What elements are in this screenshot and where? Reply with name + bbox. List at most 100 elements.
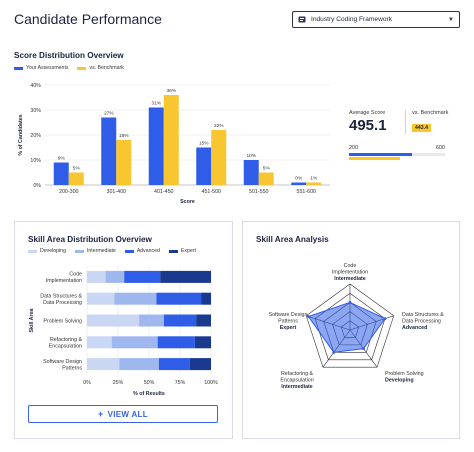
- average-score-label: Average Score: [349, 110, 386, 116]
- stacked-bar-segment: [189, 358, 211, 371]
- average-score-value: 495.1: [349, 117, 387, 134]
- bar-data-label: 27%: [104, 111, 114, 117]
- stacked-bar-segment: [201, 292, 211, 305]
- bar-data-label: 36%: [166, 88, 176, 94]
- radar-axis-label: Code Implementation Intermediate: [332, 263, 368, 282]
- bar-data-label: 18%: [119, 133, 129, 139]
- y-tick-label: 20%: [30, 133, 41, 139]
- x-tick-label: 50%: [144, 380, 155, 386]
- y-tick-label: Problem Solving: [43, 319, 82, 325]
- radar-data-point: [383, 317, 387, 321]
- bar: [148, 107, 164, 185]
- skill-distribution-title: Skill Area Distribution Overview: [28, 235, 152, 244]
- y-tick-label: Software Design Patterns: [43, 359, 82, 371]
- score-distribution-legend: Your Assessments vs. Benchmark: [14, 65, 133, 71]
- stacked-bar-segment: [158, 358, 190, 371]
- stacked-bar-segment: [105, 270, 125, 283]
- plus-icon: +: [98, 409, 104, 419]
- bar-data-label: 5%: [263, 166, 271, 172]
- score-card: Average Score 495.1 vs. Benchmark 443.4 …: [349, 110, 449, 161]
- bar-data-label: 22%: [214, 123, 224, 129]
- x-tick-label: 451-500: [202, 189, 221, 195]
- y-axis-label: % of Candidates: [18, 114, 24, 155]
- stacked-bar-segment: [196, 314, 211, 327]
- x-tick-label: 0%: [83, 380, 91, 386]
- stacked-bar-segment: [156, 292, 202, 305]
- y-tick-label: Refactoring & Encapsulation: [49, 337, 83, 349]
- y-tick-label: 0%: [33, 183, 41, 189]
- score-distribution-title: Score Distribution Overview: [14, 51, 124, 60]
- bar: [101, 117, 117, 185]
- y-tick-label: Data Structures & Data Processing: [40, 294, 82, 306]
- stacked-bar-segment: [160, 270, 211, 283]
- legend-your-assessments: Your Assessments: [14, 65, 68, 71]
- stacked-bar-segment: [119, 358, 159, 371]
- y-axis-label: Skill Area: [29, 308, 35, 332]
- y-tick-label: 30%: [30, 108, 41, 114]
- radar-data-point: [348, 301, 352, 304]
- chevron-down-icon: ▼: [448, 16, 454, 23]
- score-range-bar: [349, 153, 445, 161]
- stacked-bar-segment: [87, 336, 112, 349]
- stacked-bar-segment: [114, 292, 157, 305]
- radar-data-point: [332, 350, 336, 354]
- skill-analysis-title: Skill Area Analysis: [256, 235, 329, 244]
- radar-data-point: [307, 315, 310, 318]
- x-tick-label: 501-550: [249, 189, 268, 195]
- x-axis-label: Score: [180, 199, 195, 205]
- range-max-label: 600: [435, 145, 445, 151]
- y-tick-label: Code Implementation: [46, 272, 82, 284]
- bar: [291, 182, 307, 185]
- bar-data-label: 31%: [151, 101, 161, 107]
- skill-distribution-legend: Developing Intermediate Advanced Expert: [28, 248, 205, 254]
- bar: [211, 130, 227, 185]
- radar-data-point: [362, 347, 365, 351]
- x-tick-label: 551-600: [297, 189, 316, 195]
- stacked-bar-segment: [87, 358, 120, 371]
- framework-icon: [298, 16, 306, 23]
- benchmark-label: vs. Benchmark: [412, 110, 449, 116]
- radar-axis-label: Problem Solving Developing: [385, 371, 424, 384]
- bar-data-label: 15%: [199, 141, 209, 147]
- x-tick-label: 401-450: [154, 189, 173, 195]
- stacked-bar-segment: [163, 314, 197, 327]
- framework-select-value: Industry Coding Framework: [311, 16, 392, 23]
- legend-developing: Developing: [28, 248, 66, 254]
- bar: [53, 162, 69, 185]
- framework-select[interactable]: Industry Coding Framework ▼: [292, 11, 460, 28]
- stacked-bar-segment: [87, 270, 106, 283]
- bar-data-label: 5%: [73, 166, 81, 172]
- bar: [163, 95, 179, 185]
- x-tick-label: 200-300: [59, 189, 78, 195]
- legend-advanced: Advanced: [124, 248, 160, 254]
- stacked-bar-segment: [194, 336, 211, 349]
- stacked-bar-segment: [87, 314, 140, 327]
- bar: [68, 172, 84, 185]
- y-tick-label: 40%: [30, 83, 41, 89]
- radar-axis-label: Data Structures & Data Processing Advanced: [402, 312, 444, 331]
- bar-data-label: 10%: [246, 153, 256, 159]
- average-score-fill: [349, 153, 412, 156]
- stacked-bar-segment: [111, 336, 158, 349]
- benchmark-fill: [349, 157, 400, 160]
- view-all-button[interactable]: + VIEW ALL: [28, 405, 218, 423]
- bar: [306, 182, 322, 185]
- score-distribution-chart: 0% 10% 20% 30% 40% 9% 5% 200-300 27% 18% 301-400 31…: [18, 83, 330, 205]
- bar-data-label: 9%: [58, 156, 66, 162]
- radar-data-area: [307, 301, 386, 353]
- bar-data-label: 1%: [310, 176, 318, 182]
- bar: [196, 147, 212, 185]
- stacked-bar-segment: [124, 270, 161, 283]
- stacked-bar-segment: [157, 336, 195, 349]
- radar-axis-label: Refactoring & Encapsulation Intermediate: [280, 371, 313, 390]
- bar: [258, 172, 274, 185]
- page-title: Candidate Performance: [14, 11, 162, 27]
- x-tick-label: 301-400: [107, 189, 126, 195]
- stacked-bar-segment: [87, 292, 115, 305]
- radar-grid-ring: [305, 283, 395, 368]
- y-tick-label: 10%: [30, 158, 41, 164]
- legend-benchmark: vs. Benchmark: [77, 65, 124, 71]
- range-min-label: 200: [349, 145, 359, 151]
